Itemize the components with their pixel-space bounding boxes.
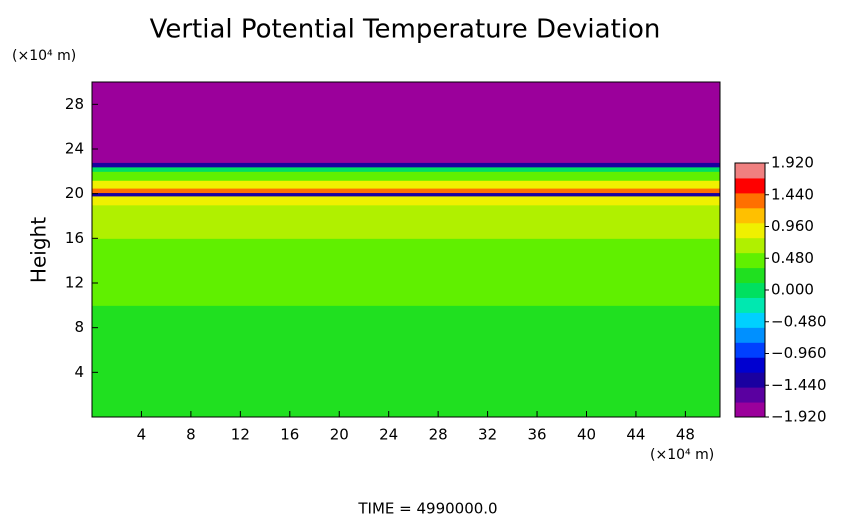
colorbar-tick-label: −1.440 — [771, 376, 827, 394]
colorbar-tick-label: 0.480 — [771, 249, 814, 267]
x-tick-label: 4 — [137, 426, 147, 444]
colorbar-tick-label: −1.920 — [771, 408, 827, 426]
colorbar-swatch — [735, 267, 765, 284]
colorbar-swatch — [735, 372, 765, 388]
x-unit: (×10⁴ m) — [650, 447, 714, 463]
field-band — [92, 166, 720, 172]
chart-title: Vertial Potential Temperature Deviation — [150, 15, 661, 45]
x-tick-label: 32 — [478, 426, 497, 444]
x-tick-label: 8 — [186, 426, 196, 444]
field-band — [92, 171, 720, 181]
colorbar-swatch — [735, 312, 765, 328]
x-tick-label: 24 — [379, 426, 398, 444]
colorbar-tick-label: 0.000 — [771, 281, 814, 299]
colorbar-swatch — [735, 342, 765, 358]
y-axis-label: Height — [27, 217, 51, 283]
colorbar-tick-label: −0.960 — [771, 344, 827, 362]
colorbar-swatch — [735, 237, 765, 254]
x-tick-label: 44 — [626, 426, 645, 444]
y-tick-label: 12 — [65, 274, 84, 292]
y-tick-label: 16 — [65, 229, 84, 247]
colorbar-swatch — [735, 357, 765, 373]
field-band — [92, 204, 720, 239]
x-tick-label: 48 — [676, 426, 695, 444]
x-tick-label: 16 — [280, 426, 299, 444]
colorbar-swatch — [735, 327, 765, 343]
field-band — [92, 195, 720, 206]
colorbar-tick-label: 1.920 — [771, 154, 814, 172]
field-band — [92, 188, 720, 194]
colorbar-swatch — [735, 297, 765, 313]
y-tick-label: 28 — [65, 95, 84, 113]
x-tick-label: 40 — [577, 426, 596, 444]
colorbar-tick-label: 1.440 — [771, 185, 814, 203]
field-band — [92, 305, 720, 418]
y-tick-label: 24 — [65, 140, 84, 158]
colorbar-swatch — [735, 282, 765, 298]
colorbar-swatch — [735, 177, 765, 194]
x-tick-label: 36 — [527, 426, 546, 444]
colorbar-swatch — [735, 387, 765, 403]
y-tick-label: 8 — [74, 318, 84, 336]
plot-frame — [91, 81, 721, 418]
colorbar-swatch — [735, 402, 765, 418]
field-band — [92, 162, 720, 168]
colorbar-swatch — [735, 192, 765, 209]
colorbar-tick-label: −0.480 — [771, 312, 827, 330]
colorbar-swatch — [735, 163, 765, 179]
field-band — [92, 238, 720, 306]
x-tick-label: 28 — [429, 426, 448, 444]
field-band — [92, 180, 720, 189]
field-band — [92, 82, 720, 163]
field-band — [92, 192, 720, 197]
colorbar-swatch — [735, 252, 765, 269]
y-tick-label: 4 — [74, 363, 84, 381]
y-tick-label: 20 — [65, 184, 84, 202]
x-tick-label: 20 — [330, 426, 349, 444]
colorbar-swatch — [735, 207, 765, 224]
footer: TIME = 4990000.0 — [357, 500, 497, 518]
colorbar-tick-label: 0.960 — [771, 217, 814, 235]
colorbar-swatch — [735, 222, 765, 239]
x-tick-label: 12 — [231, 426, 250, 444]
y-unit: (×10⁴ m) — [12, 48, 76, 64]
